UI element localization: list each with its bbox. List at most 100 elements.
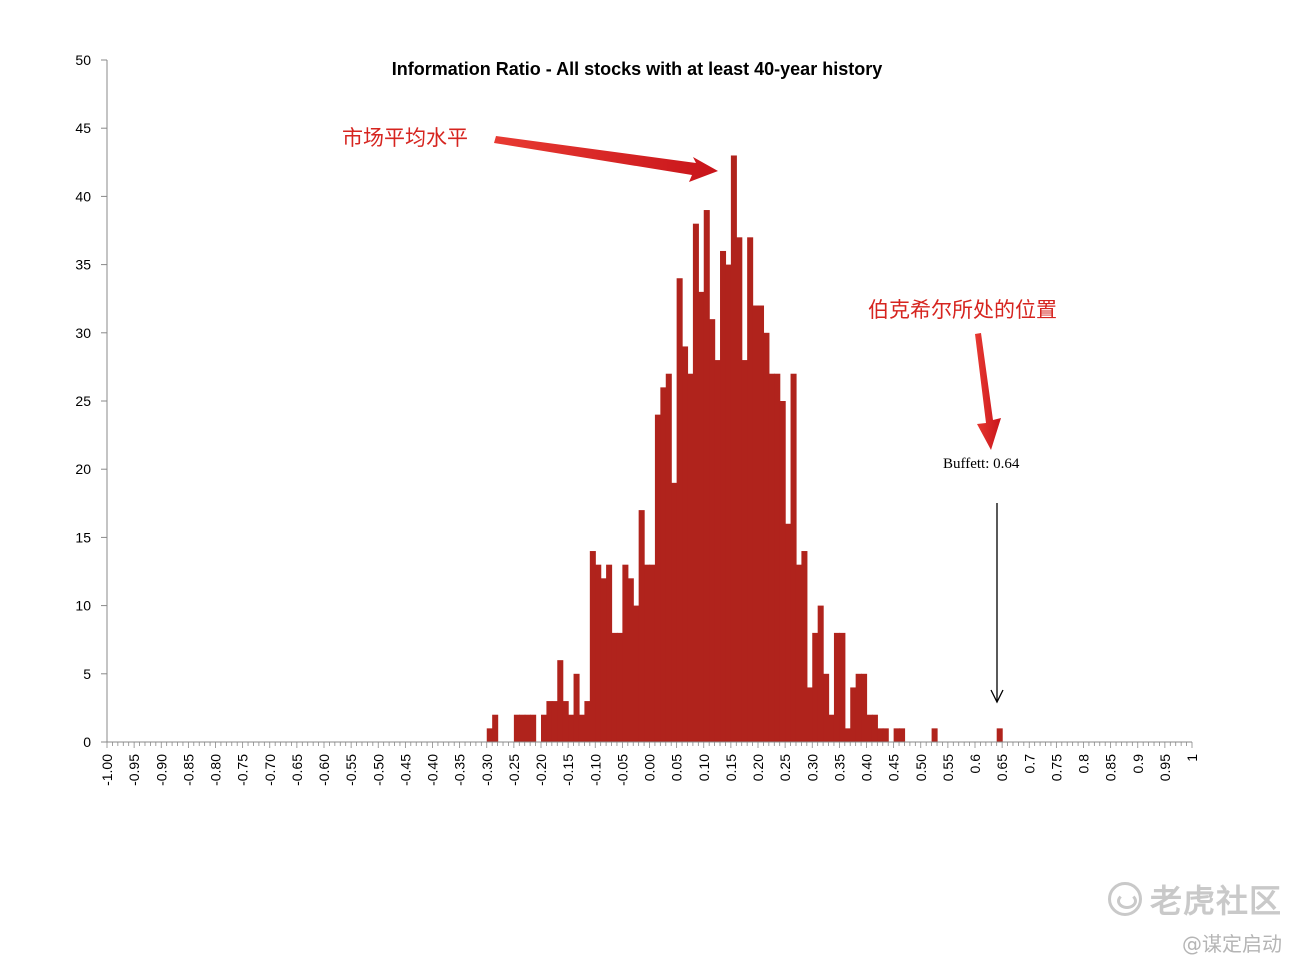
y-tick-label: 30 [75, 325, 91, 341]
histogram-bar [871, 714, 878, 742]
histogram-bar [568, 714, 575, 742]
market-average-arrow [494, 136, 718, 182]
histogram-bar [682, 346, 689, 742]
histogram-bar [541, 714, 548, 742]
x-tick-label: 0.40 [859, 754, 875, 781]
histogram-bar [747, 237, 754, 742]
histogram-bar [899, 728, 906, 742]
y-axis: 0 5 10 15 20 25 30 35 40 45 50 [75, 52, 108, 750]
berkshire-position-annotation: 伯克希尔所处的位置 [868, 298, 1057, 322]
x-tick-label: -0.10 [587, 754, 603, 786]
x-tick-label: 0.50 [913, 754, 929, 781]
x-tick-label: -0.70 [262, 754, 278, 786]
histogram-bar [573, 673, 580, 742]
histogram-bars [486, 155, 1003, 743]
x-tick-label: 0.85 [1103, 754, 1119, 781]
histogram-bar [671, 482, 678, 742]
histogram-bar [513, 714, 520, 742]
histogram-bar [578, 714, 585, 742]
histogram-bar [844, 728, 851, 742]
histogram-bar [893, 728, 900, 742]
tiger-logo-icon [1107, 882, 1142, 916]
histogram-bar [557, 660, 564, 742]
histogram-bar [866, 714, 873, 742]
histogram-bar [752, 305, 759, 742]
histogram-bar [600, 578, 607, 742]
histogram-bar [758, 305, 765, 742]
watermark-brand: 老虎社区 [1107, 876, 1282, 922]
y-tick-label: 5 [83, 666, 91, 682]
x-tick-label: -0.90 [153, 754, 169, 786]
x-tick-label: 0.6 [967, 754, 983, 774]
histogram-bar [833, 632, 840, 742]
x-tick-label: 0.30 [804, 754, 820, 781]
histogram-bar [877, 728, 884, 742]
histogram-bar [714, 360, 721, 742]
histogram-bar [546, 701, 553, 742]
histogram-bar [725, 264, 732, 742]
histogram-bar [595, 564, 602, 742]
histogram-bar [562, 701, 569, 742]
chart-title: Information Ratio - All stocks with at l… [392, 59, 882, 79]
histogram-bar [861, 673, 868, 742]
histogram-bar [703, 210, 710, 743]
histogram-bar [790, 373, 797, 742]
histogram-bar [649, 564, 656, 742]
y-tick-label: 10 [75, 598, 91, 614]
y-tick-label: 20 [75, 461, 91, 477]
x-tick-label: 0.10 [696, 754, 712, 781]
berkshire-position-arrow [975, 333, 1001, 450]
histogram-bar [855, 673, 862, 742]
histogram-bar [644, 564, 651, 742]
histogram-bar [492, 714, 499, 742]
x-tick-label: 1 [1184, 754, 1200, 762]
histogram-bar [627, 578, 634, 742]
x-tick-label: -0.30 [479, 754, 495, 786]
histogram-bar [698, 291, 705, 742]
buffett-label: Buffett: 0.64 [943, 456, 1020, 472]
x-tick-label: 0.75 [1048, 754, 1064, 781]
histogram-bar [850, 687, 857, 742]
histogram-bar [730, 155, 737, 743]
buffett-thin-arrow [990, 503, 1004, 704]
histogram-bar [524, 714, 531, 742]
histogram-bar [606, 564, 613, 742]
x-tick-label: -0.80 [208, 754, 224, 786]
histogram-bar [692, 223, 699, 742]
histogram-bar [654, 414, 661, 742]
watermark-author: @谋定启动 [1182, 932, 1282, 956]
histogram-bar [882, 728, 889, 742]
histogram-bar [633, 605, 640, 742]
x-tick-label: 0.9 [1130, 754, 1146, 774]
x-tick-label: -0.05 [614, 754, 630, 786]
histogram-bar [676, 278, 683, 742]
histogram-bar [709, 319, 716, 742]
histogram-bar [720, 250, 727, 742]
histogram-bar [806, 687, 813, 742]
x-tick-label: -0.40 [425, 754, 441, 786]
x-tick-label: 0.8 [1076, 754, 1092, 774]
histogram-bar [530, 714, 537, 742]
histogram-bar [736, 237, 743, 742]
x-tick-label: -0.60 [316, 754, 332, 786]
x-tick-label: 0.15 [723, 754, 739, 781]
x-tick-label: 0.45 [886, 754, 902, 781]
histogram-bar [823, 673, 830, 742]
x-tick-label: -0.25 [506, 754, 522, 786]
x-tick-label: -1.00 [99, 754, 115, 786]
x-axis: -1.00 -0.95 -0.90 -0.85 -0.80 -0.75 -0.70 -0.65… [99, 741, 1200, 786]
x-tick-label: 0.00 [642, 754, 658, 781]
histogram-bar [616, 632, 623, 742]
histogram-bar [817, 605, 824, 742]
y-tick-label: 40 [75, 188, 91, 204]
x-tick-label: 0.7 [1021, 754, 1037, 774]
histogram-bar [795, 564, 802, 742]
y-tick-label: 50 [75, 52, 91, 68]
histogram-bar [551, 701, 558, 742]
y-tick-label: 15 [75, 529, 91, 545]
histogram-bar [779, 401, 786, 742]
x-tick-label: -0.35 [452, 754, 468, 786]
x-tick-label: 0.35 [831, 754, 847, 781]
x-tick-label: -0.15 [560, 754, 576, 786]
histogram-bar [519, 714, 526, 742]
